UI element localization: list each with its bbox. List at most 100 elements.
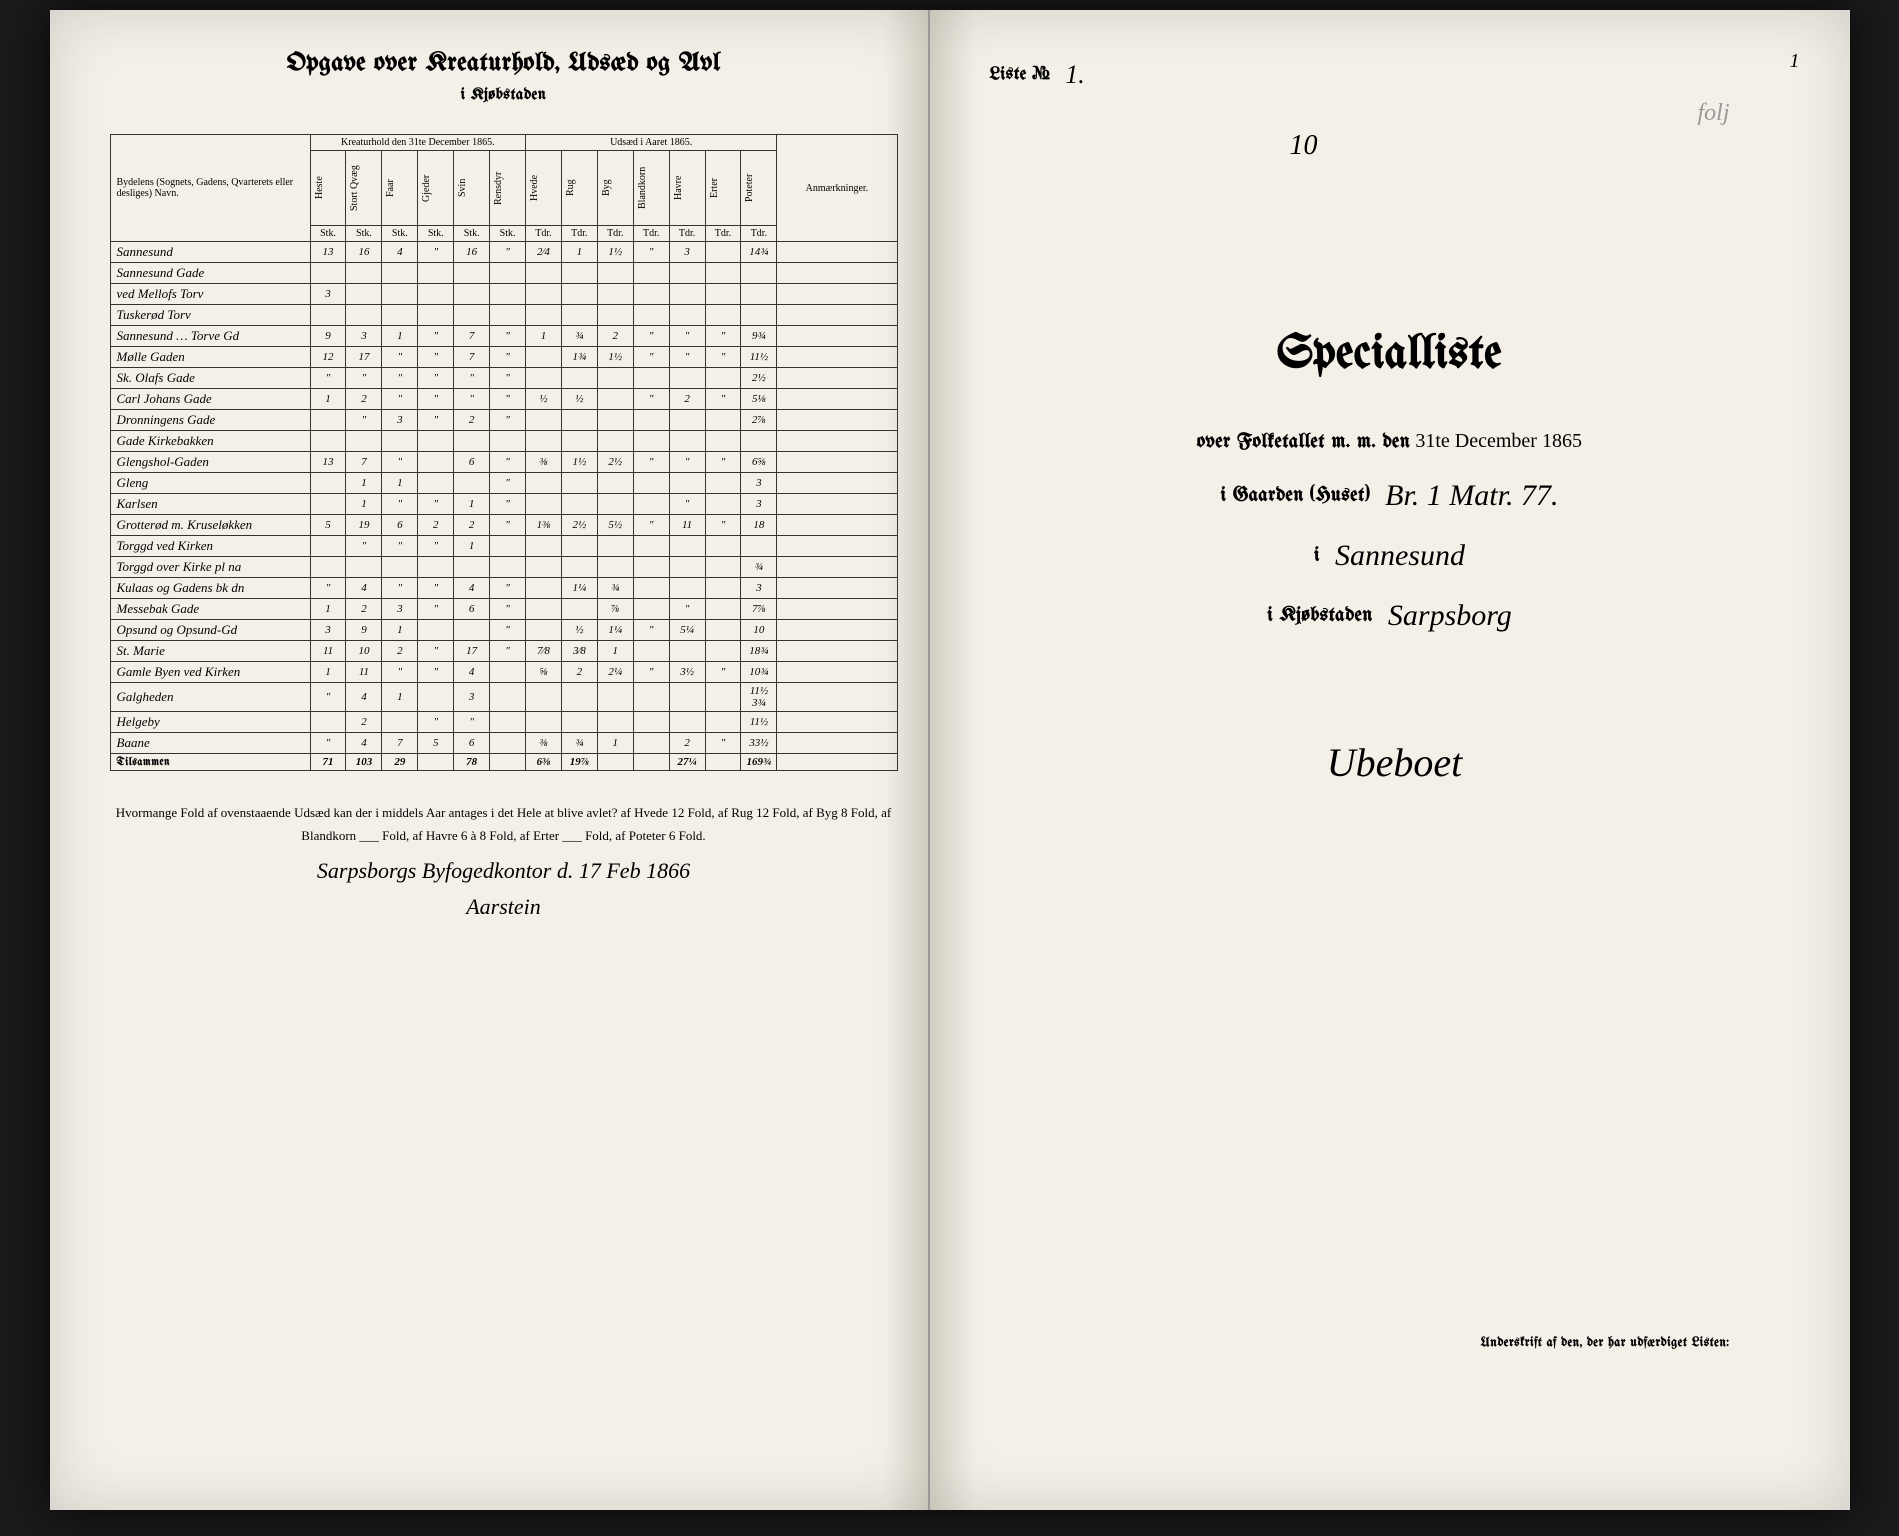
right-body: Specialliste over Folketallet m. m. den … xyxy=(990,330,1790,786)
specialliste-title: Specialliste xyxy=(990,330,1790,380)
remark-cell xyxy=(777,599,897,620)
line1-date: 31te December 1865 xyxy=(1415,430,1582,452)
footer-text: Hvormange Fold af ovenstaaende Udsæd kan… xyxy=(110,801,898,848)
cell xyxy=(526,683,562,712)
cell: 1½ xyxy=(561,452,597,473)
cell: 18¾ xyxy=(741,641,777,662)
cell xyxy=(705,242,741,263)
cell xyxy=(705,263,741,284)
cell xyxy=(526,284,562,305)
cell: " xyxy=(705,452,741,473)
cell xyxy=(561,368,597,389)
row-name: Torggd ved Kirken xyxy=(110,536,310,557)
unit-cell: Tdr. xyxy=(597,226,633,242)
book-spread: Opgave over Kreaturhold, Udsæd og Avl i … xyxy=(50,10,1850,1510)
table-row: Sannesund … Torve Gd931"7"1¾2"""9¾ xyxy=(110,326,897,347)
cell: 10 xyxy=(741,620,777,641)
cell xyxy=(526,431,562,452)
cell xyxy=(597,389,633,410)
cell: 4 xyxy=(454,578,490,599)
line-kjobstad: i Kjøbstaden Sarpsborg xyxy=(990,599,1790,633)
cell: 2 xyxy=(346,599,382,620)
cell: 6 xyxy=(454,733,490,754)
cell: 2 xyxy=(346,389,382,410)
cell xyxy=(705,641,741,662)
udsaed-group: Udsæd i Aaret 1865. xyxy=(526,135,777,151)
line-date: over Folketallet m. m. den 31te December… xyxy=(990,430,1790,453)
cell: ⅞ xyxy=(597,599,633,620)
table-row: Carl Johans Gade12""""½½"2"5⅛ xyxy=(110,389,897,410)
cell: 3 xyxy=(741,578,777,599)
cell: 2⁄4 xyxy=(526,242,562,263)
cell: 11½ xyxy=(741,347,777,368)
cell xyxy=(633,473,669,494)
row-name: Torggd over Kirke pl na xyxy=(110,557,310,578)
cell xyxy=(633,410,669,431)
cell xyxy=(597,431,633,452)
cell xyxy=(633,305,669,326)
margin-number: 10 xyxy=(1290,130,1318,162)
line3-value: Sannesund xyxy=(1335,539,1465,573)
remark-cell xyxy=(777,242,897,263)
cell xyxy=(597,712,633,733)
table-row: Torggd over Kirke pl na¾ xyxy=(110,557,897,578)
cell: 1⅜ xyxy=(526,515,562,536)
unit-cell: Stk. xyxy=(310,226,346,242)
row-name: Messebak Gade xyxy=(110,599,310,620)
cell: 1 xyxy=(597,733,633,754)
col-name-header: Bydelens (Sognets, Gadens, Qvarterets el… xyxy=(110,135,310,242)
cell xyxy=(454,431,490,452)
cell: 9 xyxy=(310,326,346,347)
cell xyxy=(346,263,382,284)
cell xyxy=(633,712,669,733)
total-cell xyxy=(418,754,454,771)
cell: " xyxy=(382,452,418,473)
cell xyxy=(310,431,346,452)
row-name: Galgheden xyxy=(110,683,310,712)
cell: 2½ xyxy=(561,515,597,536)
cell xyxy=(705,536,741,557)
cell: " xyxy=(633,662,669,683)
col-header: Byg xyxy=(597,151,633,226)
cell xyxy=(526,712,562,733)
liste-no: Liste № 1. xyxy=(990,60,1085,90)
row-name: Sannesund Gade xyxy=(110,263,310,284)
remark-cell xyxy=(777,368,897,389)
cell xyxy=(705,473,741,494)
cell: 1 xyxy=(597,641,633,662)
cell xyxy=(705,712,741,733)
cell: " xyxy=(669,494,705,515)
cell xyxy=(705,557,741,578)
cell: 5½ xyxy=(597,515,633,536)
cell xyxy=(705,620,741,641)
cell xyxy=(561,599,597,620)
remark-cell xyxy=(777,683,897,712)
signature-name: Aarstein xyxy=(110,894,898,920)
cell xyxy=(741,431,777,452)
cell xyxy=(705,368,741,389)
cell: " xyxy=(310,578,346,599)
table-row: Sannesund Gade xyxy=(110,263,897,284)
cell: 11½ xyxy=(741,712,777,733)
cell: " xyxy=(418,389,454,410)
cell xyxy=(705,410,741,431)
cell: 2 xyxy=(454,410,490,431)
row-name: Gade Kirkebakken xyxy=(110,431,310,452)
cell: 14¾ xyxy=(741,242,777,263)
cell: " xyxy=(633,242,669,263)
cell xyxy=(561,494,597,515)
cell: 11½ 3¾ xyxy=(741,683,777,712)
unit-cell: Stk. xyxy=(490,226,526,242)
row-name: Karlsen xyxy=(110,494,310,515)
cell xyxy=(490,431,526,452)
table-row: Sk. Olafs Gade""""""2½ xyxy=(110,368,897,389)
cell xyxy=(561,683,597,712)
cell xyxy=(561,712,597,733)
cell xyxy=(633,578,669,599)
cell: 2¼ xyxy=(597,662,633,683)
cell xyxy=(669,641,705,662)
cell xyxy=(633,557,669,578)
cell xyxy=(490,557,526,578)
cell: 5¼ xyxy=(669,620,705,641)
cell xyxy=(418,452,454,473)
